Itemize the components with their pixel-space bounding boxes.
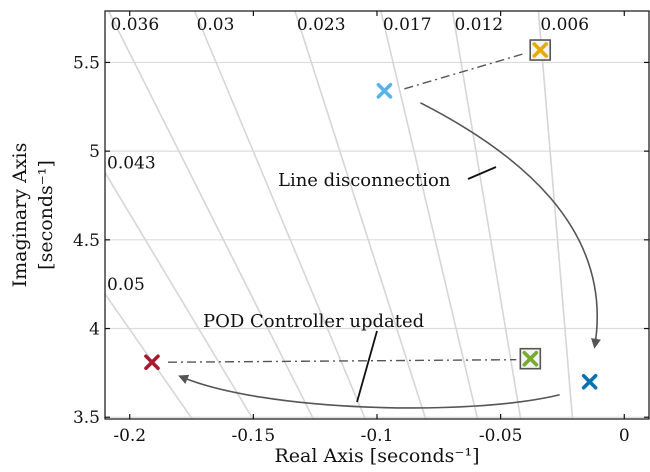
x-tick-label-3: -0.05 bbox=[479, 426, 523, 446]
x-tick-label-4: 0 bbox=[619, 426, 630, 446]
damping-line-0.036 bbox=[107, 11, 315, 419]
damping-label-0.012: 0.012 bbox=[454, 15, 503, 35]
arrow-pod-controller bbox=[178, 374, 560, 409]
x-axis-label: Real Axis [seconds⁻¹] bbox=[275, 445, 480, 467]
annotation-line-disconnection: Line disconnection bbox=[278, 170, 451, 191]
pointer-pod-controller bbox=[356, 330, 378, 403]
damping-line-0.017 bbox=[380, 11, 479, 419]
damping-label-0.017: 0.017 bbox=[383, 15, 432, 35]
damping-label-0.043: 0.043 bbox=[107, 154, 156, 174]
pole-marker-3 bbox=[144, 354, 160, 371]
y-tick-label-2: 4.5 bbox=[73, 231, 100, 251]
pole-marker-2 bbox=[581, 373, 598, 390]
y-axis-label-line1: Imaginary Axis bbox=[9, 143, 31, 288]
damping-line-0.012 bbox=[451, 11, 522, 419]
damping-label-0.006: 0.006 bbox=[540, 15, 589, 35]
damping-label-0.036: 0.036 bbox=[111, 15, 160, 35]
pole-markers bbox=[144, 39, 598, 390]
pole-marker-4 bbox=[519, 347, 542, 370]
arrow-line-disconnection bbox=[420, 102, 601, 349]
x-tick-label-0: -0.2 bbox=[113, 426, 146, 446]
connector-upper bbox=[404, 52, 527, 90]
damping-line-0.043 bbox=[105, 171, 254, 419]
y-tick-label-1: 4 bbox=[89, 320, 100, 340]
pole-marker-0 bbox=[376, 83, 393, 99]
connector-lower bbox=[167, 358, 517, 363]
damping-line-0.023 bbox=[294, 11, 427, 419]
damping-ratio-labels: 0.05 0.043 0.036 0.03 0.023 0.017 0.012 0.006 bbox=[107, 15, 589, 295]
damping-ratio-lines bbox=[105, 11, 574, 419]
damping-label-0.05: 0.05 bbox=[107, 275, 145, 295]
damping-label-0.023: 0.023 bbox=[297, 15, 346, 35]
damping-line-0.03 bbox=[193, 11, 366, 419]
damping-line-0.05 bbox=[105, 292, 193, 419]
grid-lines bbox=[105, 61, 649, 418]
damping-label-0.03: 0.03 bbox=[197, 15, 235, 35]
y-tick-label-0: 3.5 bbox=[73, 408, 100, 428]
annotation-pod-controller-updated: POD Controller updated bbox=[203, 311, 424, 332]
y-tick-label-4: 5.5 bbox=[73, 53, 100, 73]
y-tick-label-3: 5 bbox=[89, 142, 100, 162]
pointer-line-disconnection bbox=[467, 166, 497, 180]
x-tick-label-2: -0.1 bbox=[361, 426, 394, 446]
damping-line-0.006 bbox=[537, 11, 574, 419]
y-axis-label-line2: [seconds⁻¹] bbox=[35, 160, 57, 270]
trajectory-arrows bbox=[178, 102, 601, 409]
axis-ticks: -0.2 -0.15 -0.1 -0.05 0 3.5 4 4.5 5 5.5 bbox=[73, 11, 649, 446]
x-tick-label-1: -0.15 bbox=[232, 426, 276, 446]
connector-lines bbox=[167, 52, 527, 363]
pole-marker-1 bbox=[529, 39, 552, 61]
